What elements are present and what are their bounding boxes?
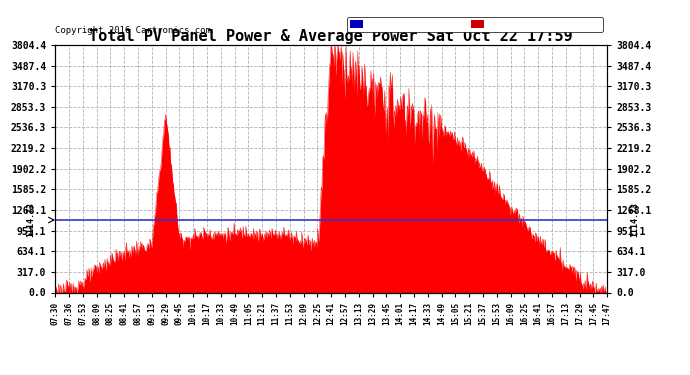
Title: Total PV Panel Power & Average Power Sat Oct 22 17:59: Total PV Panel Power & Average Power Sat… (90, 29, 573, 44)
Text: 1114.73: 1114.73 (630, 202, 640, 237)
Text: 1114.73: 1114.73 (26, 202, 35, 237)
Text: Copyright 2016 Cartronics.com: Copyright 2016 Cartronics.com (55, 26, 211, 35)
Legend: Average  (DC Watts), PV Panels  (DC Watts): Average (DC Watts), PV Panels (DC Watts) (347, 17, 602, 32)
